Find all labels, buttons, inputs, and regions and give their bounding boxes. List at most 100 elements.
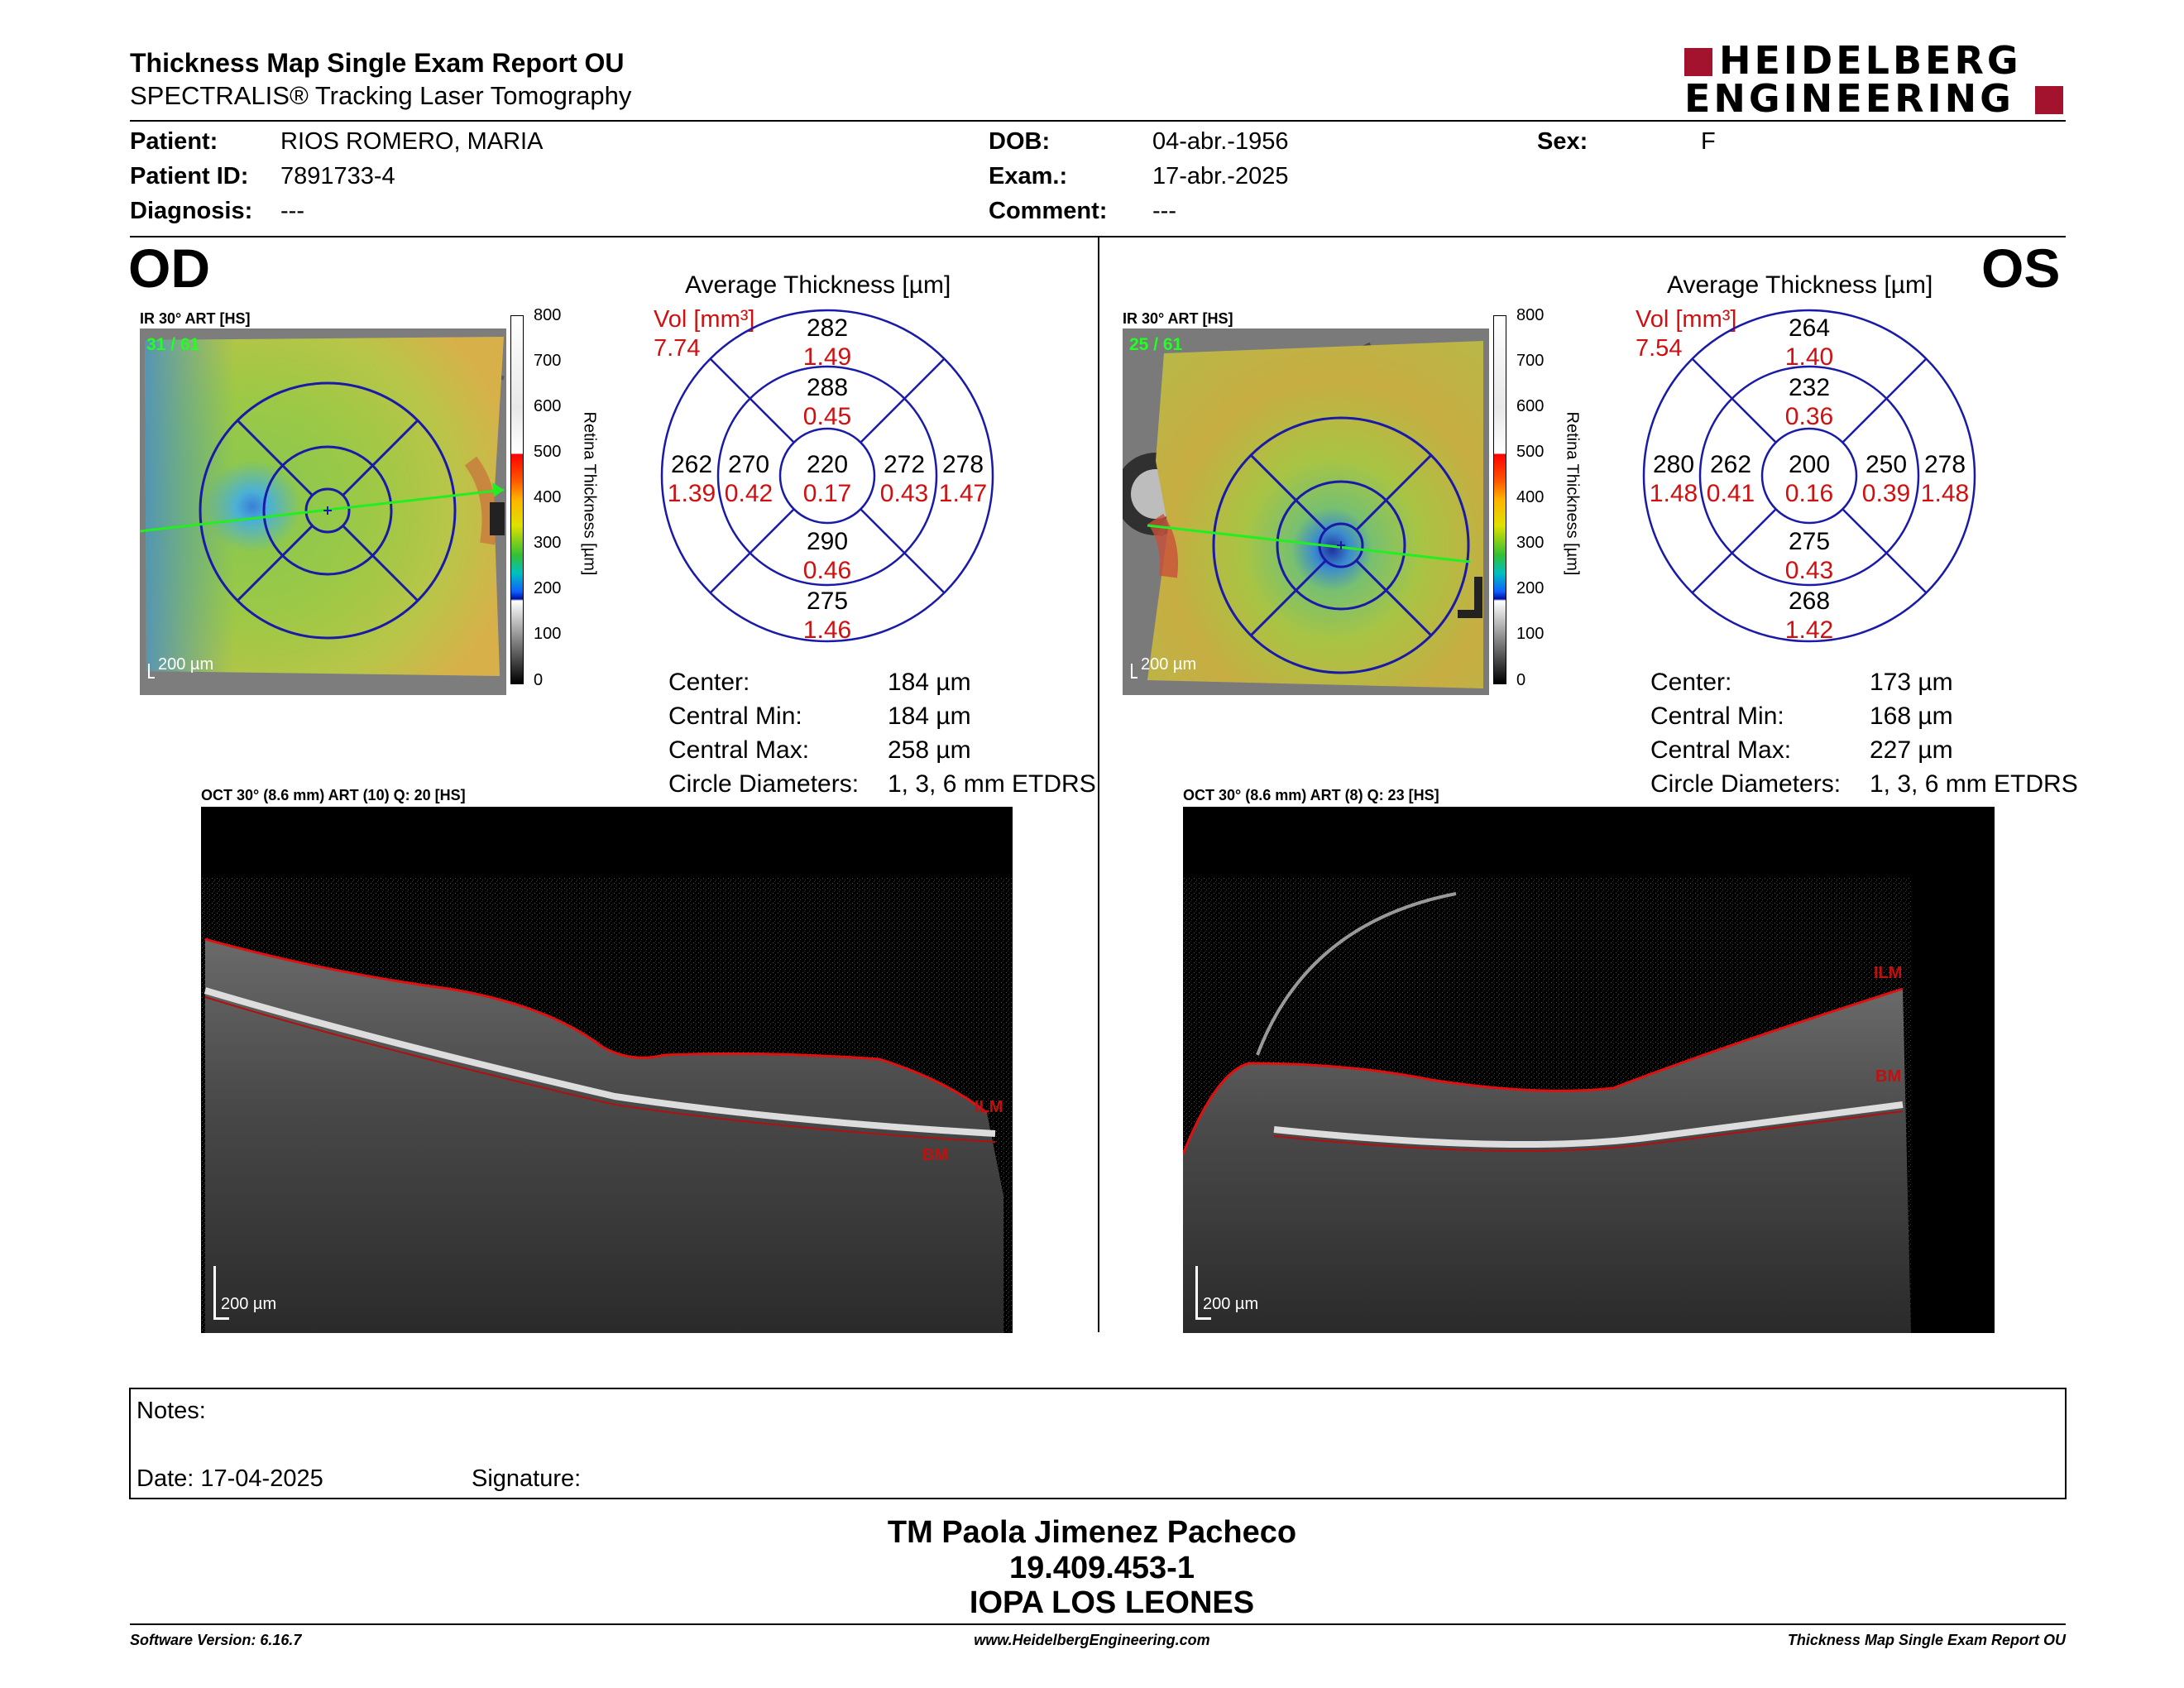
footer-website[interactable]: www.HeidelbergEngineering.com (974, 1632, 1210, 1648)
os-inner-nas-thk: 250 (1865, 451, 1908, 478)
os-cb-tick-400: 400 (1516, 488, 1545, 506)
os-inner-sup-thk: 232 (1788, 374, 1831, 401)
od-inner-temp-vol: 0.42 (724, 480, 774, 507)
notes-date: Date: 17-04-2025 (136, 1465, 323, 1492)
os-bm-label: BM (1875, 1067, 1902, 1086)
notes-signature: Signature: (472, 1465, 582, 1492)
notes-box[interactable]: Notes: Date: 17-04-2025 Signature: (129, 1388, 2067, 1499)
patient-divider (130, 236, 2066, 237)
od-outer-temp-thk: 262 (670, 451, 713, 478)
os-cb-tick-0: 0 (1516, 671, 1526, 689)
os-etdrs-grid (1642, 309, 1976, 643)
od-inner-sup-thk: 288 (806, 374, 849, 401)
os-inner-sup-vol: 0.36 (1784, 403, 1834, 430)
od-stat-value-min: 184 µm (888, 703, 971, 730)
od-inner-inf-vol: 0.46 (802, 557, 852, 584)
od-oct-bscan: ILM BM 200 µm (201, 807, 1013, 1333)
os-inner-temp-vol: 0.41 (1706, 480, 1755, 507)
os-oct-scale: 200 µm (1203, 1295, 1259, 1313)
os-outer-sup-thk: 264 (1788, 314, 1831, 342)
footer-software: Software Version: 6.16.7 (130, 1632, 302, 1648)
od-outer-inf-vol: 1.46 (802, 616, 852, 644)
center-divider (1098, 237, 1099, 1332)
exam-label: Exam.: (989, 163, 1068, 189)
os-cb-tick-100: 100 (1516, 625, 1545, 643)
header-divider (130, 120, 2066, 122)
os-avg-title: Average Thickness [µm] (1667, 271, 1933, 299)
od-ir-label: IR 30° ART [HS] (140, 310, 251, 327)
os-outer-sup-vol: 1.40 (1784, 343, 1834, 371)
od-cb-tick-200: 200 (534, 579, 562, 597)
od-outer-sup-vol: 1.49 (802, 343, 852, 371)
od-colorbar-scale (510, 315, 524, 684)
od-ir-scalebar (148, 664, 155, 679)
os-oct-scalebar (1195, 1266, 1211, 1320)
od-stat-label-diam: Circle Diameters: (668, 770, 860, 798)
od-ir-scale: 200 µm (158, 655, 214, 674)
od-inner-nas-thk: 272 (883, 451, 926, 478)
os-oct-bscan: ILM BM 200 µm (1181, 807, 1995, 1333)
dob-value: 04-abr.-1956 (1152, 128, 1289, 155)
signer-name: TM Paola Jimenez Pacheco (887, 1515, 1297, 1550)
od-outer-nas-thk: 278 (941, 451, 984, 478)
os-stat-value-min: 168 µm (1870, 703, 1953, 730)
od-cb-axis-label: Retina Thickness [µm] (580, 411, 599, 576)
os-cb-tick-500: 500 (1516, 443, 1545, 461)
patient-name: RIOS ROMERO, MARIA (280, 128, 544, 155)
logo-line2: ENGINEERING (1684, 76, 2014, 121)
od-oct-scale: 200 µm (221, 1295, 277, 1313)
sex-value: F (1701, 128, 1716, 155)
os-ilm-label: ILM (1874, 964, 1903, 982)
od-vol-value: 7.74 (654, 335, 701, 362)
od-outer-nas-vol: 1.47 (938, 480, 988, 507)
od-cb-tick-0: 0 (534, 671, 544, 689)
os-center-thk: 200 (1788, 451, 1831, 478)
patient-id-label: Patient ID: (130, 163, 249, 189)
od-cb-tick-100: 100 (534, 625, 562, 643)
od-stat-label-center: Center: (668, 669, 750, 696)
notes-label: Notes: (136, 1398, 206, 1424)
os-outer-inf-vol: 1.42 (1784, 616, 1834, 644)
diagnosis-label: Diagnosis: (130, 198, 253, 224)
heidelberg-logo: HEIDELBERG ENGINEERING (1684, 40, 2065, 121)
os-cb-tick-700: 700 (1516, 352, 1545, 370)
os-cb-tick-800: 800 (1516, 306, 1545, 324)
patient-id: 7891733-4 (280, 163, 395, 189)
os-stat-value-diam: 1, 3, 6 mm ETDRS (1870, 770, 2078, 798)
os-vol-label: Vol [mm³] (1636, 306, 1737, 333)
od-center-vol: 0.17 (802, 480, 852, 507)
os-outer-inf-thk: 268 (1788, 587, 1831, 615)
os-stat-label-min: Central Min: (1650, 703, 1784, 730)
od-cb-tick-300: 300 (534, 534, 562, 552)
os-cb-tick-600: 600 (1516, 397, 1545, 415)
logo-square-bottom (2035, 86, 2063, 114)
logo-square-top (1684, 48, 1712, 76)
od-inner-nas-vol: 0.43 (879, 480, 929, 507)
os-cb-axis-label: Retina Thickness [µm] (1563, 411, 1582, 576)
od-ilm-label: ILM (975, 1098, 1003, 1116)
os-vol-value: 7.54 (1636, 335, 1683, 362)
od-cb-tick-400: 400 (534, 488, 562, 506)
signer-rut: 19.409.453-1 (1009, 1551, 1195, 1585)
os-center-vol: 0.16 (1784, 480, 1834, 507)
os-ir-scalebar (1131, 664, 1138, 679)
od-thickness-map: 31 / 61 200 µm (140, 328, 506, 695)
comment-label: Comment: (989, 198, 1108, 224)
os-ir-frames: 25 / 61 (1129, 335, 1183, 354)
footer-divider (130, 1623, 2066, 1625)
od-stat-value-diam: 1, 3, 6 mm ETDRS (888, 770, 1096, 798)
signer-institution: IOPA LOS LEONES (969, 1585, 1255, 1620)
os-cb-tick-200: 200 (1516, 579, 1545, 597)
patient-label: Patient: (130, 128, 218, 155)
sex-label: Sex: (1537, 128, 1588, 155)
logo-line1: HEIDELBERG (1719, 38, 2022, 83)
dob-label: DOB: (989, 128, 1051, 155)
report-title: Thickness Map Single Exam Report OU (130, 48, 625, 78)
footer-report-name: Thickness Map Single Exam Report OU (1787, 1632, 2066, 1648)
os-stat-value-max: 227 µm (1870, 736, 1953, 764)
os-stat-value-center: 173 µm (1870, 669, 1953, 696)
os-ir-label: IR 30° ART [HS] (1123, 310, 1233, 327)
od-stat-value-center: 184 µm (888, 669, 971, 696)
od-cb-tick-500: 500 (534, 443, 562, 461)
os-oct-label: OCT 30° (8.6 mm) ART (8) Q: 23 [HS] (1183, 787, 1439, 803)
